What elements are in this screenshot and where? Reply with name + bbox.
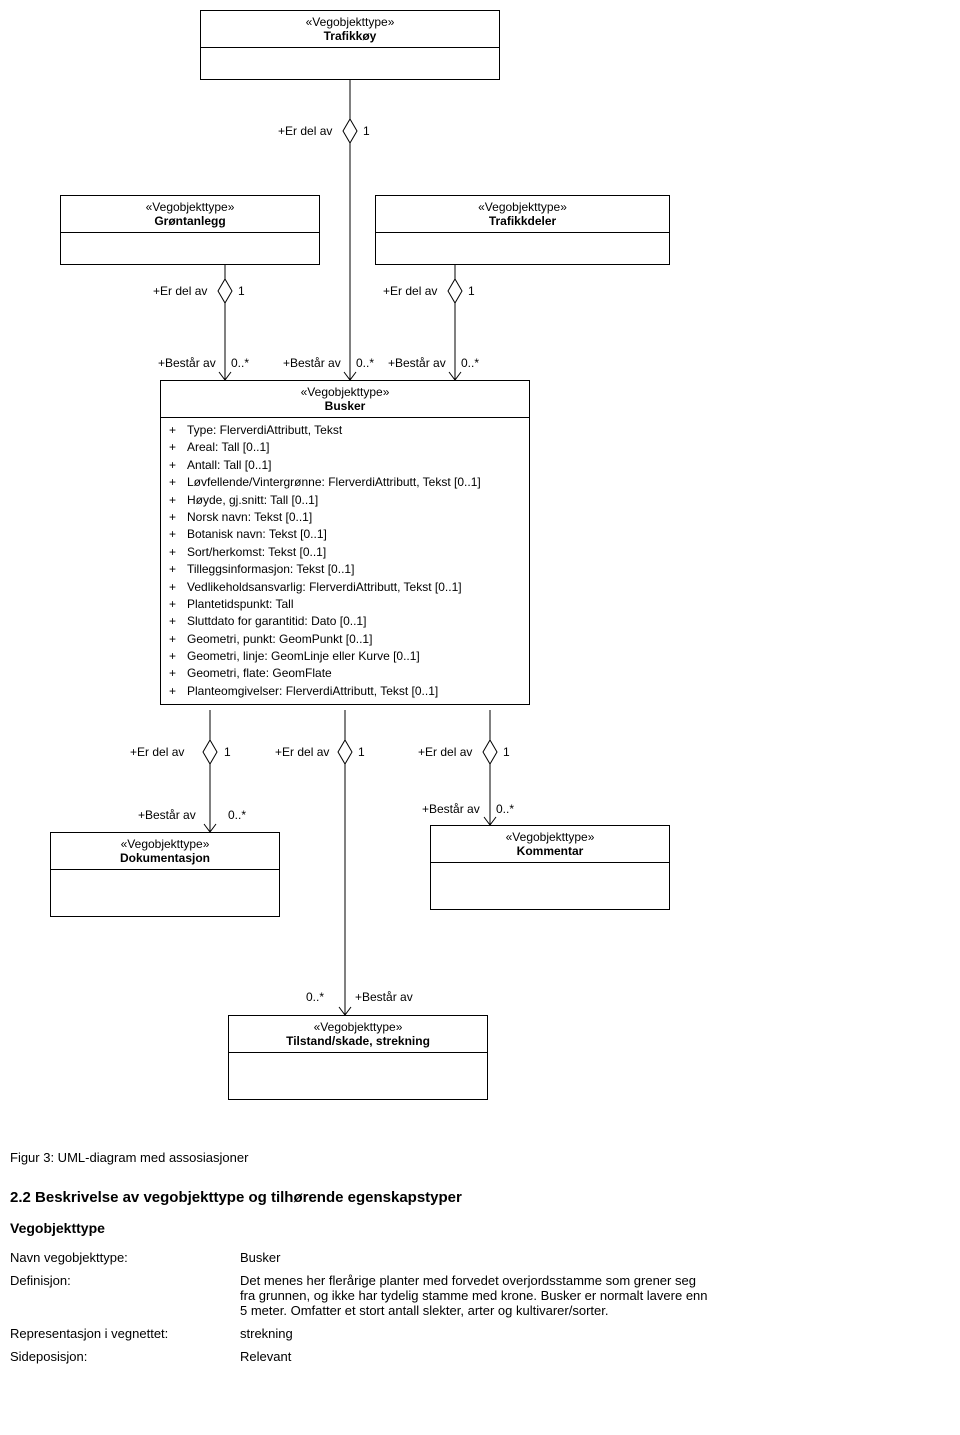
uml-node-kommentar: «Vegobjekttype» Kommentar <box>430 825 670 910</box>
node-name: Dokumentasjon <box>51 851 279 869</box>
node-name: Busker <box>161 399 529 417</box>
assoc-label: +Er del av <box>275 745 329 759</box>
node-name: Trafikkdeler <box>376 214 669 232</box>
mult-label: 0..* <box>461 356 479 370</box>
assoc-label: +Består av <box>388 356 446 370</box>
uml-node-trafikkoy: «Vegobjekttype» Trafikkøy <box>200 10 500 80</box>
kv-key: Sideposisjon: <box>10 1345 240 1368</box>
assoc-label: +Er del av <box>418 745 472 759</box>
attribute-row: +Plantetidspunkt: Tall <box>169 596 521 613</box>
assoc-label: +Er del av <box>383 284 437 298</box>
attribute-row: +Geometri, punkt: GeomPunkt [0..1] <box>169 631 521 648</box>
attribute-row: +Tilleggsinformasjon: Tekst [0..1] <box>169 561 521 578</box>
attribute-row: +Geometri, linje: GeomLinje eller Kurve … <box>169 648 521 665</box>
mult-label: 0..* <box>496 802 514 816</box>
attribute-row: +Areal: Tall [0..1] <box>169 439 521 456</box>
mult-label: 1 <box>468 284 475 298</box>
attribute-row: +Løvfellende/Vintergrønne: FlerverdiAttr… <box>169 474 521 491</box>
attribute-row: +Geometri, flate: GeomFlate <box>169 665 521 682</box>
attribute-row: +Botanisk navn: Tekst [0..1] <box>169 526 521 543</box>
mult-label: 1 <box>358 745 365 759</box>
assoc-label: +Er del av <box>153 284 207 298</box>
stereotype: «Vegobjekttype» <box>376 196 669 214</box>
kv-key: Navn vegobjekttype: <box>10 1246 240 1269</box>
figure-caption: Figur 3: UML-diagram med assosiasjoner <box>10 1150 960 1165</box>
stereotype: «Vegobjekttype» <box>229 1016 487 1034</box>
stereotype: «Vegobjekttype» <box>431 826 669 844</box>
uml-node-grontanlegg: «Vegobjekttype» Grøntanlegg <box>60 195 320 265</box>
attribute-row: +Høyde, gj.snitt: Tall [0..1] <box>169 492 521 509</box>
mult-label: 1 <box>238 284 245 298</box>
assoc-label: +Består av <box>355 990 413 1004</box>
uml-node-busker: «Vegobjekttype» Busker +Type: FlerverdiA… <box>160 380 530 705</box>
stereotype: «Vegobjekttype» <box>51 833 279 851</box>
uml-diagram: «Vegobjekttype» Trafikkøy «Vegobjekttype… <box>0 0 960 1140</box>
kv-key: Representasjon i vegnettet: <box>10 1322 240 1345</box>
mult-label: 0..* <box>228 808 246 822</box>
attribute-row: +Norsk navn: Tekst [0..1] <box>169 509 521 526</box>
stereotype: «Vegobjekttype» <box>201 11 499 29</box>
mult-label: 0..* <box>356 356 374 370</box>
node-name: Grøntanlegg <box>61 214 319 232</box>
kv-value: Busker <box>240 1246 720 1269</box>
assoc-label: +Består av <box>138 808 196 822</box>
sub-heading: Vegobjekttype <box>10 1220 960 1236</box>
mult-label: 1 <box>503 745 510 759</box>
uml-node-dokumentasjon: «Vegobjekttype» Dokumentasjon <box>50 832 280 917</box>
section-heading: 2.2 Beskrivelse av vegobjekttype og tilh… <box>10 1189 960 1206</box>
node-name: Tilstand/skade, strekning <box>229 1034 487 1052</box>
attribute-row: +Antall: Tall [0..1] <box>169 457 521 474</box>
uml-node-tilstand: «Vegobjekttype» Tilstand/skade, streknin… <box>228 1015 488 1100</box>
mult-label: 1 <box>363 124 370 138</box>
kv-value: Det menes her flerårige planter med forv… <box>240 1269 720 1322</box>
attribute-row: +Type: FlerverdiAttributt, Tekst <box>169 422 521 439</box>
stereotype: «Vegobjekttype» <box>161 381 529 399</box>
kv-value: strekning <box>240 1322 720 1345</box>
kv-value: Relevant <box>240 1345 720 1368</box>
assoc-label: +Er del av <box>130 745 184 759</box>
mult-label: 1 <box>224 745 231 759</box>
assoc-label: +Består av <box>283 356 341 370</box>
attribute-row: +Planteomgivelser: FlerverdiAttributt, T… <box>169 683 521 700</box>
busker-attribute-list: +Type: FlerverdiAttributt, Tekst+Areal: … <box>161 418 529 704</box>
attribute-row: +Sort/herkomst: Tekst [0..1] <box>169 544 521 561</box>
definition-table: Navn vegobjekttype: Busker Definisjon: D… <box>10 1246 720 1368</box>
attribute-row: +Sluttdato for garantitid: Dato [0..1] <box>169 613 521 630</box>
mult-label: 0..* <box>231 356 249 370</box>
assoc-label: +Består av <box>158 356 216 370</box>
kv-key: Definisjon: <box>10 1269 240 1322</box>
assoc-label: +Består av <box>422 802 480 816</box>
attribute-row: +Vedlikeholdsansvarlig: FlerverdiAttribu… <box>169 579 521 596</box>
uml-node-trafikkdeler: «Vegobjekttype» Trafikkdeler <box>375 195 670 265</box>
node-name: Trafikkøy <box>201 29 499 47</box>
mult-label: 0..* <box>306 990 324 1004</box>
node-name: Kommentar <box>431 844 669 862</box>
stereotype: «Vegobjekttype» <box>61 196 319 214</box>
assoc-label: +Er del av <box>278 124 332 138</box>
